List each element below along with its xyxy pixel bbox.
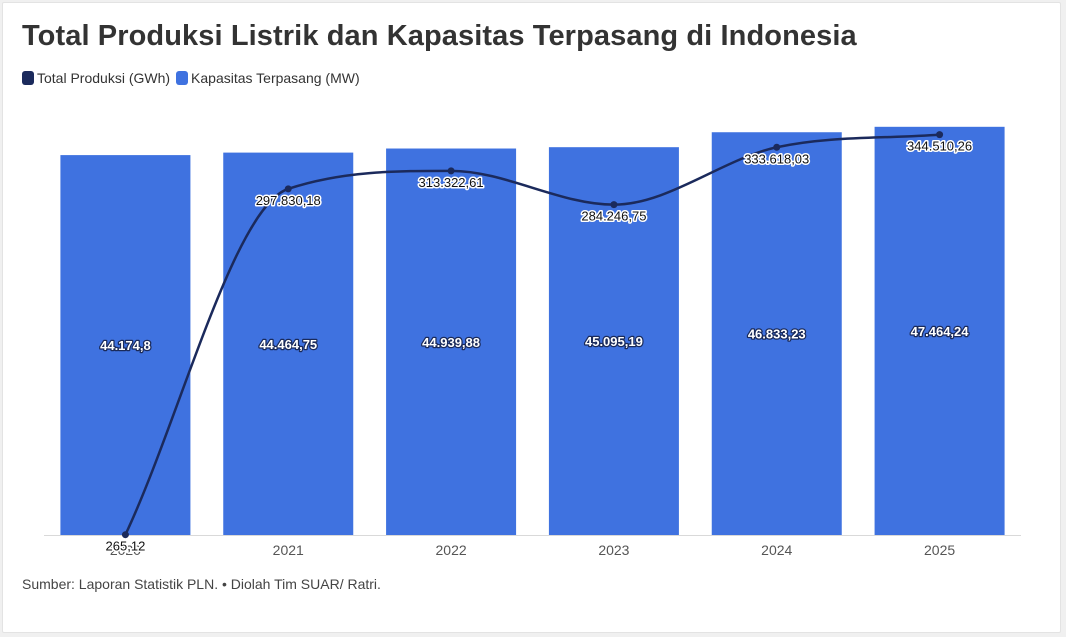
point-value-label-2022: 313.322,61 [419, 175, 484, 190]
x-tick-label-2021: 2021 [273, 542, 304, 558]
legend-swatch-capacity [176, 71, 189, 85]
point-value-label-2021: 297.830,18 [256, 193, 321, 208]
point-production-2022 [447, 167, 455, 175]
x-tick-label-2023: 2023 [598, 542, 629, 558]
bar-capacity-2023 [548, 147, 679, 535]
legend-label-production: Total Produksi (GWh) [37, 70, 171, 86]
chart-title: Total Produksi Listrik dan Kapasitas Ter… [22, 20, 857, 52]
bar-value-label-2022: 44.939,88 [422, 335, 480, 350]
source-note: Sumber: Laporan Statistik PLN. • Diolah … [22, 576, 381, 592]
point-value-label-2024: 333.618,03 [744, 151, 809, 166]
x-tick-label-2022: 2022 [436, 542, 467, 558]
bar-capacity-2021 [223, 152, 354, 535]
x-tick-label-2024: 2024 [761, 542, 792, 558]
point-production-2025 [936, 131, 944, 139]
bar-capacity-2022 [386, 148, 517, 535]
point-value-label-2025: 344.510,26 [907, 139, 972, 154]
legend-swatch-production [22, 71, 34, 85]
point-production-2020 [121, 531, 129, 539]
legend-item-capacity[interactable]: Kapasitas Terpasang (MW) [176, 70, 360, 86]
bar-capacity-2025 [874, 126, 1005, 536]
bar-value-label-2021: 44.464,75 [259, 337, 317, 352]
bar-value-label-2024: 46.833,23 [748, 327, 806, 342]
point-production-2021 [284, 185, 292, 193]
legend-item-production[interactable]: Total Produksi (GWh) [22, 70, 170, 86]
point-production-2023 [610, 201, 618, 209]
x-tick-label-2020: 2020 [110, 542, 141, 558]
legend: Total Produksi (GWh) Kapasitas Terpasang… [22, 70, 366, 86]
point-value-label-2023: 284.246,75 [581, 209, 646, 224]
bar-value-label-2023: 45.095,19 [585, 334, 643, 349]
point-value-label-2020: 265,12 [106, 539, 146, 554]
bar-capacity-2024 [711, 132, 842, 535]
bar-value-label-2025: 47.464,24 [911, 324, 970, 339]
x-tick-label-2025: 2025 [924, 542, 955, 558]
legend-label-capacity: Kapasitas Terpasang (MW) [191, 70, 360, 86]
bar-capacity-2020 [60, 155, 191, 535]
bar-value-label-2020: 44.174,8 [100, 338, 151, 353]
point-production-2024 [773, 143, 781, 151]
